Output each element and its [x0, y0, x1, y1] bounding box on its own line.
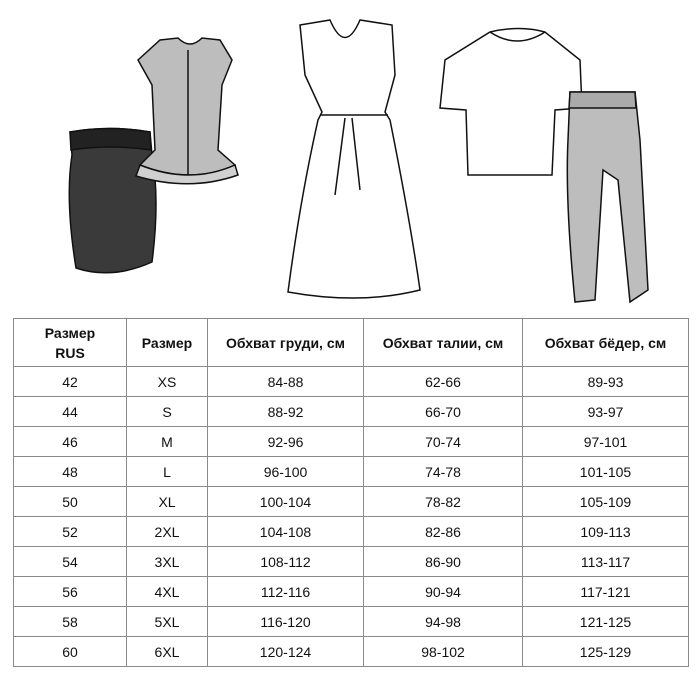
ruffle-blouse-illustration [135, 37, 239, 185]
table-row: 48 L 96-100 74-78 101-105 [13, 456, 689, 487]
cell-waist: 62-66 [363, 366, 523, 397]
cell-hips: 125-129 [522, 636, 689, 667]
table-row: 52 2XL 104-108 82-86 109-113 [13, 516, 689, 547]
header-size-rus: Размер RUS [13, 318, 127, 367]
cell-chest: 104-108 [207, 516, 364, 547]
cell-chest: 92-96 [207, 426, 364, 457]
table-row: 60 6XL 120-124 98-102 125-129 [13, 636, 689, 667]
cell-waist: 70-74 [363, 426, 523, 457]
cell-size: 4XL [126, 576, 208, 607]
cell-hips: 105-109 [522, 486, 689, 517]
cell-size-rus: 60 [13, 636, 127, 667]
cell-size-rus: 50 [13, 486, 127, 517]
cell-chest: 108-112 [207, 546, 364, 577]
cell-chest: 100-104 [207, 486, 364, 517]
cell-size: 2XL [126, 516, 208, 547]
cell-size-rus: 56 [13, 576, 127, 607]
table-row: 56 4XL 112-116 90-94 117-121 [13, 576, 689, 607]
cell-waist: 90-94 [363, 576, 523, 607]
table-row: 42 XS 84-88 62-66 89-93 [13, 366, 689, 397]
cell-size-rus: 42 [13, 366, 127, 397]
pencil-skirt-illustration [68, 127, 157, 274]
header-size: Размер [126, 318, 208, 367]
cell-hips: 97-101 [522, 426, 689, 457]
garment-illustrations [68, 19, 649, 304]
table-row: 54 3XL 108-112 86-90 113-117 [13, 546, 689, 577]
cell-waist: 78-82 [363, 486, 523, 517]
cell-hips: 93-97 [522, 396, 689, 427]
header-waist: Обхват талии, см [363, 318, 523, 367]
cell-size-rus: 58 [13, 606, 127, 637]
cell-hips: 109-113 [522, 516, 689, 547]
v-neck-dress-illustration [287, 19, 421, 299]
cell-size: 5XL [126, 606, 208, 637]
table-row: 58 5XL 116-120 94-98 121-125 [13, 606, 689, 637]
cell-waist: 74-78 [363, 456, 523, 487]
cell-size-rus: 46 [13, 426, 127, 457]
cell-waist: 98-102 [363, 636, 523, 667]
cell-chest: 120-124 [207, 636, 364, 667]
table-row: 44 S 88-92 66-70 93-97 [13, 396, 689, 427]
cell-chest: 116-120 [207, 606, 364, 637]
cell-size: XS [126, 366, 208, 397]
table-row: 46 M 92-96 70-74 97-101 [13, 426, 689, 457]
header-hips: Обхват бёдер, см [522, 318, 689, 367]
cell-size: 3XL [126, 546, 208, 577]
cell-hips: 113-117 [522, 546, 689, 577]
cell-hips: 101-105 [522, 456, 689, 487]
size-chart-table: Размер RUS Размер Обхват груди, см Обхва… [13, 318, 689, 667]
raglan-tshirt-illustration [439, 27, 583, 176]
cuffed-trousers-illustration [566, 91, 649, 304]
table-row: 50 XL 100-104 78-82 105-109 [13, 486, 689, 517]
cell-chest: 96-100 [207, 456, 364, 487]
cell-size-rus: 44 [13, 396, 127, 427]
cell-waist: 86-90 [363, 546, 523, 577]
cell-hips: 117-121 [522, 576, 689, 607]
table-header-row: Размер RUS Размер Обхват груди, см Обхва… [13, 318, 689, 367]
header-chest: Обхват груди, см [207, 318, 364, 367]
cell-size: XL [126, 486, 208, 517]
cell-size-rus: 52 [13, 516, 127, 547]
cell-waist: 82-86 [363, 516, 523, 547]
cell-size-rus: 48 [13, 456, 127, 487]
cell-hips: 121-125 [522, 606, 689, 637]
cell-size: L [126, 456, 208, 487]
cell-size: S [126, 396, 208, 427]
cell-waist: 94-98 [363, 606, 523, 637]
cell-size-rus: 54 [13, 546, 127, 577]
cell-hips: 89-93 [522, 366, 689, 397]
cell-chest: 112-116 [207, 576, 364, 607]
cell-waist: 66-70 [363, 396, 523, 427]
cell-size: 6XL [126, 636, 208, 667]
cell-size: M [126, 426, 208, 457]
cell-chest: 84-88 [207, 366, 364, 397]
cell-chest: 88-92 [207, 396, 364, 427]
